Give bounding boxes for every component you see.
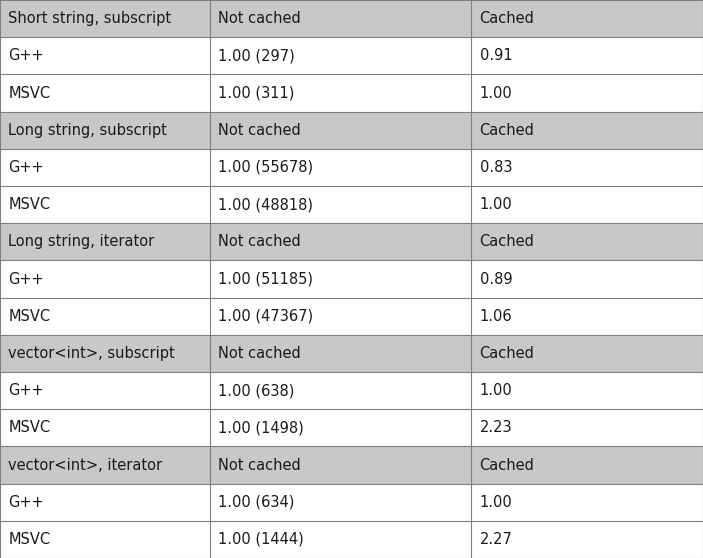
Bar: [471, 446, 703, 484]
Text: 1.00: 1.00: [479, 495, 512, 509]
Text: MSVC: MSVC: [8, 532, 51, 547]
Text: 2.27: 2.27: [479, 532, 512, 547]
Text: 1.00 (51185): 1.00 (51185): [219, 272, 314, 286]
Text: G++: G++: [8, 160, 44, 175]
Text: Long string, iterator: Long string, iterator: [8, 234, 155, 249]
Text: 1.00 (1498): 1.00 (1498): [219, 420, 304, 435]
Bar: [210, 0, 471, 37]
Bar: [471, 297, 703, 335]
Bar: [471, 409, 703, 446]
Bar: [0, 372, 210, 409]
Text: Not cached: Not cached: [219, 346, 302, 361]
Bar: [210, 223, 471, 261]
Text: vector<int>, iterator: vector<int>, iterator: [8, 458, 162, 473]
Bar: [0, 484, 210, 521]
Bar: [471, 149, 703, 186]
Text: 1.00 (55678): 1.00 (55678): [219, 160, 314, 175]
Bar: [210, 186, 471, 223]
Bar: [471, 372, 703, 409]
Bar: [0, 409, 210, 446]
Text: 1.00 (638): 1.00 (638): [219, 383, 295, 398]
Text: Cached: Cached: [479, 234, 534, 249]
Text: MSVC: MSVC: [8, 309, 51, 324]
Bar: [0, 297, 210, 335]
Bar: [0, 74, 210, 112]
Bar: [210, 297, 471, 335]
Text: G++: G++: [8, 495, 44, 509]
Bar: [210, 149, 471, 186]
Bar: [471, 74, 703, 112]
Text: Short string, subscript: Short string, subscript: [8, 11, 172, 26]
Text: G++: G++: [8, 383, 44, 398]
Bar: [210, 112, 471, 149]
Text: 0.91: 0.91: [479, 49, 512, 63]
Text: Cached: Cached: [479, 346, 534, 361]
Bar: [0, 112, 210, 149]
Text: 1.00 (297): 1.00 (297): [219, 49, 295, 63]
Bar: [471, 37, 703, 74]
Text: Cached: Cached: [479, 458, 534, 473]
Text: 1.06: 1.06: [479, 309, 512, 324]
Bar: [471, 484, 703, 521]
Bar: [471, 0, 703, 37]
Bar: [0, 149, 210, 186]
Bar: [471, 261, 703, 297]
Bar: [0, 261, 210, 297]
Bar: [210, 446, 471, 484]
Text: MSVC: MSVC: [8, 85, 51, 100]
Bar: [471, 335, 703, 372]
Text: Not cached: Not cached: [219, 234, 302, 249]
Text: 1.00 (1444): 1.00 (1444): [219, 532, 304, 547]
Bar: [471, 521, 703, 558]
Bar: [210, 521, 471, 558]
Bar: [210, 74, 471, 112]
Bar: [210, 261, 471, 297]
Bar: [210, 37, 471, 74]
Text: 0.89: 0.89: [479, 272, 512, 286]
Bar: [0, 186, 210, 223]
Bar: [0, 521, 210, 558]
Bar: [0, 0, 210, 37]
Text: Cached: Cached: [479, 11, 534, 26]
Text: MSVC: MSVC: [8, 420, 51, 435]
Text: Not cached: Not cached: [219, 123, 302, 138]
Text: Not cached: Not cached: [219, 458, 302, 473]
Bar: [0, 446, 210, 484]
Text: 2.23: 2.23: [479, 420, 512, 435]
Text: G++: G++: [8, 49, 44, 63]
Text: 1.00 (311): 1.00 (311): [219, 85, 295, 100]
Bar: [0, 335, 210, 372]
Text: Cached: Cached: [479, 123, 534, 138]
Bar: [471, 112, 703, 149]
Bar: [0, 223, 210, 261]
Bar: [471, 186, 703, 223]
Text: Not cached: Not cached: [219, 11, 302, 26]
Bar: [210, 409, 471, 446]
Bar: [210, 335, 471, 372]
Text: 0.83: 0.83: [479, 160, 512, 175]
Text: 1.00: 1.00: [479, 383, 512, 398]
Text: vector<int>, subscript: vector<int>, subscript: [8, 346, 175, 361]
Bar: [0, 37, 210, 74]
Text: G++: G++: [8, 272, 44, 286]
Text: Long string, subscript: Long string, subscript: [8, 123, 167, 138]
Bar: [471, 223, 703, 261]
Text: MSVC: MSVC: [8, 197, 51, 212]
Text: 1.00 (47367): 1.00 (47367): [219, 309, 314, 324]
Bar: [210, 372, 471, 409]
Text: 1.00: 1.00: [479, 197, 512, 212]
Text: 1.00 (48818): 1.00 (48818): [219, 197, 314, 212]
Bar: [210, 484, 471, 521]
Text: 1.00 (634): 1.00 (634): [219, 495, 295, 509]
Text: 1.00: 1.00: [479, 85, 512, 100]
